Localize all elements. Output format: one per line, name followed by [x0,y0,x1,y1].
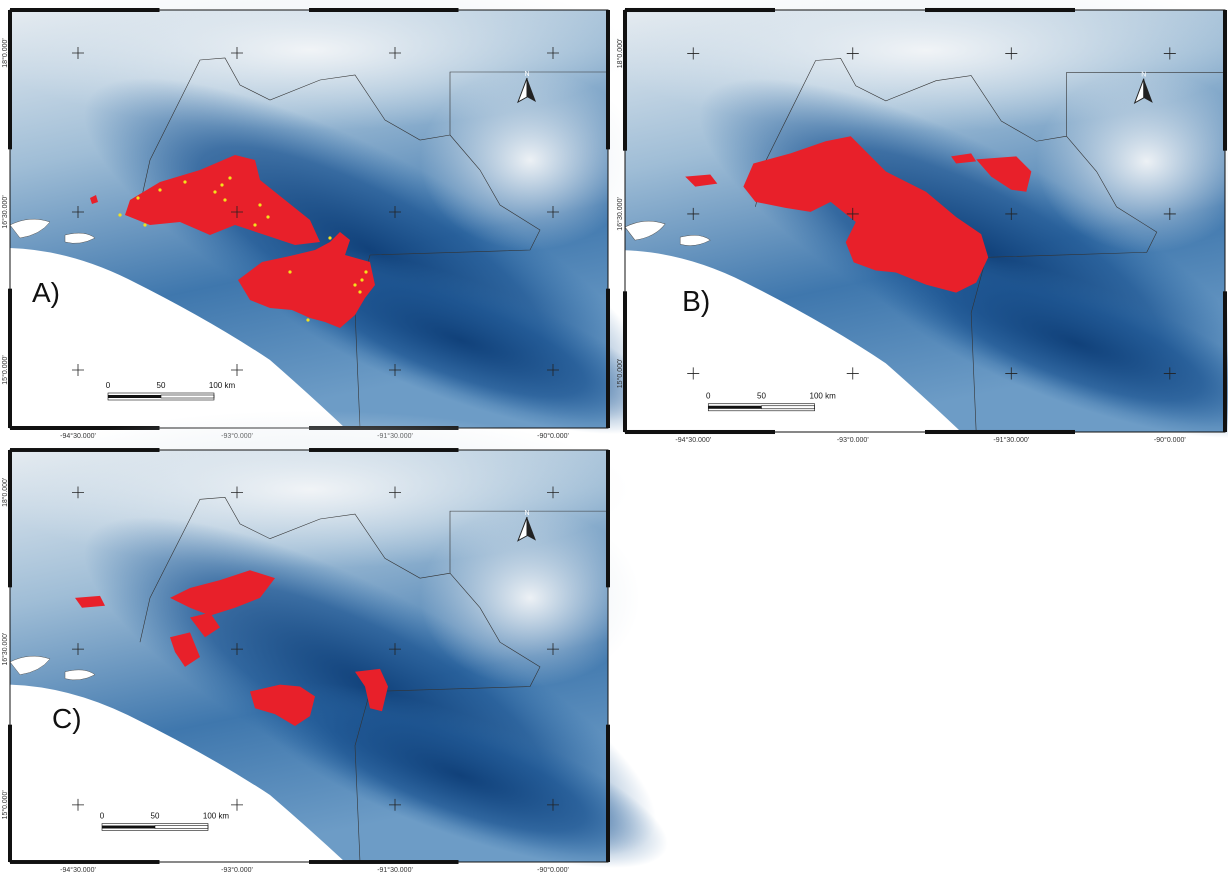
frame-tick [606,10,610,149]
scale-label: 100 km [209,381,236,390]
scale-bar-white [761,406,814,409]
scale-label: 50 [757,392,766,401]
longitude-label: -94°30.000' [60,866,96,874]
occurrence-point [266,215,269,218]
frame-tick [625,8,775,12]
longitude-label: -91°30.000' [377,866,413,874]
longitude-label: -91°30.000' [993,436,1029,444]
occurrence-point [288,270,291,273]
occurrence-point [143,223,146,226]
frame-tick [1223,291,1227,432]
occurrence-point [353,283,356,286]
scale-label: 50 [151,812,160,821]
occurrence-point [228,176,231,179]
occurrence-point [358,290,361,293]
scale-label: 0 [106,381,111,390]
occurrence-point [258,203,261,206]
frame-tick [606,725,610,862]
latitude-label: 15°0.000' [616,359,624,389]
longitude-label: -94°30.000' [675,436,711,444]
longitude-label: -90°0.000' [537,866,569,874]
occurrence-point [328,236,331,239]
frame-tick [606,289,610,428]
occurrence-point [223,198,226,201]
latitude-label: 16°30.000' [616,197,624,231]
longitude-label: -90°0.000' [1154,436,1186,444]
occurrence-point [364,270,367,273]
page: {"panels": [ {"label": "A)", "north": "N… [0,0,1228,875]
occurrence-point [118,213,121,216]
occurrence-point [183,180,186,183]
latitude-label: 15°0.000' [1,790,9,819]
north-label: N [524,510,529,517]
north-label: N [1141,72,1146,79]
frame-tick [606,450,610,587]
scale-label: 0 [100,812,105,821]
frame-tick [309,8,459,12]
scale-label: 100 km [203,812,230,821]
scale-bar-black [108,395,161,398]
occurrence-point [213,190,216,193]
frame-tick [925,8,1075,12]
frame-tick [925,430,1075,434]
scale-bar-white [155,826,208,829]
frame-tick [625,430,775,434]
frame-tick [1223,10,1227,151]
figure: N 0 50 100 km A) -94°30.000' -93°0.000' -91°30.… [0,0,1228,875]
frame-tick [309,448,459,452]
scale-label: 0 [706,392,711,401]
panel-label: A) [32,277,60,308]
panel-label: B) [682,285,710,317]
occurrence-point [220,183,223,186]
latitude-label: 15°0.000' [1,355,9,384]
scale-bar-white [161,395,214,398]
latitude-label: 18°0.000' [1,38,9,67]
frame-tick [10,448,160,452]
map-panel: N 0 50 100 km C) -94°30.000' -93°0.000' -91°30.… [0,411,697,875]
occurrence-point [306,318,309,321]
latitude-label: 16°30.000' [1,195,9,228]
latitude-label: 16°30.000' [1,633,9,666]
frame-tick [309,860,459,864]
latitude-label: 18°0.000' [616,39,624,69]
longitude-label: -93°0.000' [221,866,253,874]
north-label: N [524,71,529,78]
frame-tick [10,8,160,12]
scale-bar-black [708,406,761,409]
frame-tick [8,10,12,149]
scale-label: 50 [157,381,166,390]
map-panel: N 0 50 100 km B) -94°30.000' -93°0.000' -91°30.… [605,0,1228,489]
occurrence-point [136,196,139,199]
scale-label: 100 km [810,392,837,401]
latitude-label: 18°0.000' [1,478,9,507]
panel-label: C) [52,703,82,734]
occurrence-point [360,278,363,281]
frame-tick [8,450,12,587]
occurrence-point [253,223,256,226]
frame-tick [10,860,160,864]
longitude-label: -93°0.000' [837,436,869,444]
frame-tick [623,10,627,151]
scale-bar-black [102,826,155,829]
occurrence-point [158,188,161,191]
